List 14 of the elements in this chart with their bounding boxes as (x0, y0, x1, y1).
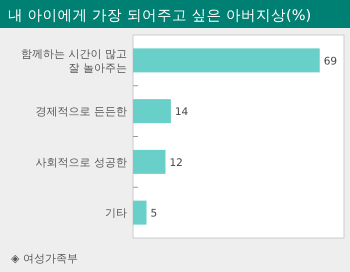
y-tick-label: 기타 (105, 206, 127, 220)
bar (133, 150, 166, 174)
text: ◈ 여성가족부 (11, 252, 78, 265)
chart-title: 내 아이에게 가장 되어주고 싶은 아버지상(%) (8, 8, 312, 24)
bar (133, 99, 171, 124)
bar (133, 200, 147, 225)
data-label: 5 (150, 208, 158, 220)
data-label: 14 (174, 106, 189, 118)
y-tick-label: 함께하는 시간이 많고 잘 놀아주는 (21, 47, 127, 74)
bar (133, 48, 320, 72)
y-tick-label: 경제적으로 든든한 (36, 105, 127, 118)
data-label: 12 (169, 156, 183, 169)
data-label: 69 (324, 55, 338, 68)
y-tick-label: 사회적으로 성공한 (36, 156, 127, 169)
